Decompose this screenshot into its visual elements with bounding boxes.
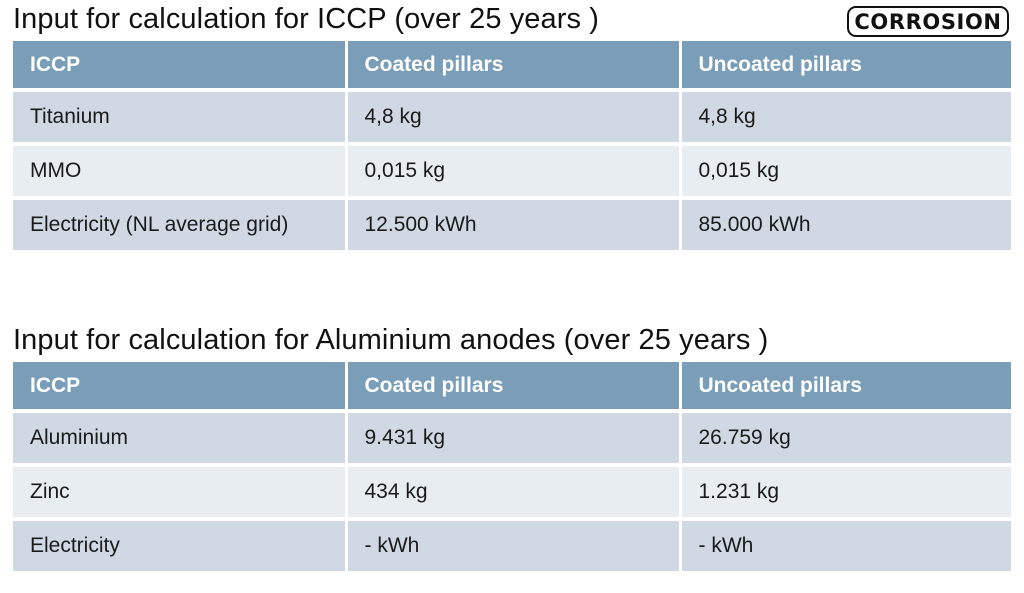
coated-value: 0,015 kg (344, 144, 680, 200)
row-label: MMO (13, 144, 346, 200)
uncoated-value: 26.759 kg (678, 411, 1011, 467)
table-header-row: ICCP Coated pillars Uncoated pillars (13, 362, 1011, 413)
aluminium-anodes-input-table: ICCP Coated pillars Uncoated pillars Alu… (13, 362, 1011, 575)
uncoated-value: 1.231 kg (678, 465, 1011, 521)
uncoated-value: 0,015 kg (678, 144, 1011, 200)
column-header-uncoated: Uncoated pillars (678, 362, 1011, 413)
row-label: Titanium (13, 90, 346, 146)
coated-value: - kWh (344, 519, 680, 575)
uncoated-value: 4,8 kg (678, 90, 1011, 146)
section-title-aluminium-anodes: Input for calculation for Aluminium anod… (13, 324, 769, 356)
column-header-item: ICCP (13, 41, 346, 92)
section-title-iccp: Input for calculation for ICCP (over 25 … (13, 3, 600, 35)
column-header-uncoated: Uncoated pillars (678, 41, 1011, 92)
table-row: MMO 0,015 kg 0,015 kg (13, 144, 1011, 200)
table-row: Aluminium 9.431 kg 26.759 kg (13, 411, 1011, 467)
coated-value: 9.431 kg (344, 411, 680, 467)
column-header-coated: Coated pillars (344, 362, 680, 413)
coated-value: 12.500 kWh (344, 198, 680, 254)
uncoated-value: 85.000 kWh (678, 198, 1011, 254)
table-row: Titanium 4,8 kg 4,8 kg (13, 90, 1011, 146)
table-row: Electricity (NL average grid) 12.500 kWh… (13, 198, 1011, 254)
column-header-item: ICCP (13, 362, 346, 413)
row-label: Electricity (13, 519, 346, 575)
coated-value: 4,8 kg (344, 90, 680, 146)
row-label: Electricity (NL average grid) (13, 198, 346, 254)
table-row: Electricity - kWh - kWh (13, 519, 1011, 575)
uncoated-value: - kWh (678, 519, 1011, 575)
iccp-input-table: ICCP Coated pillars Uncoated pillars Tit… (13, 41, 1011, 254)
coated-value: 434 kg (344, 465, 680, 521)
row-label: Zinc (13, 465, 346, 521)
table-header-row: ICCP Coated pillars Uncoated pillars (13, 41, 1011, 92)
row-label: Aluminium (13, 411, 346, 467)
column-header-coated: Coated pillars (344, 41, 680, 92)
table-row: Zinc 434 kg 1.231 kg (13, 465, 1011, 521)
corrosion-logo: CORROSION (847, 6, 1009, 37)
